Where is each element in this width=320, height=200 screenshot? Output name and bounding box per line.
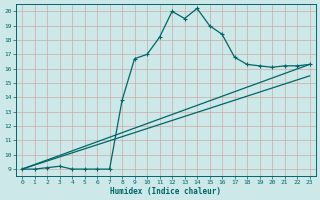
X-axis label: Humidex (Indice chaleur): Humidex (Indice chaleur) xyxy=(110,187,221,196)
